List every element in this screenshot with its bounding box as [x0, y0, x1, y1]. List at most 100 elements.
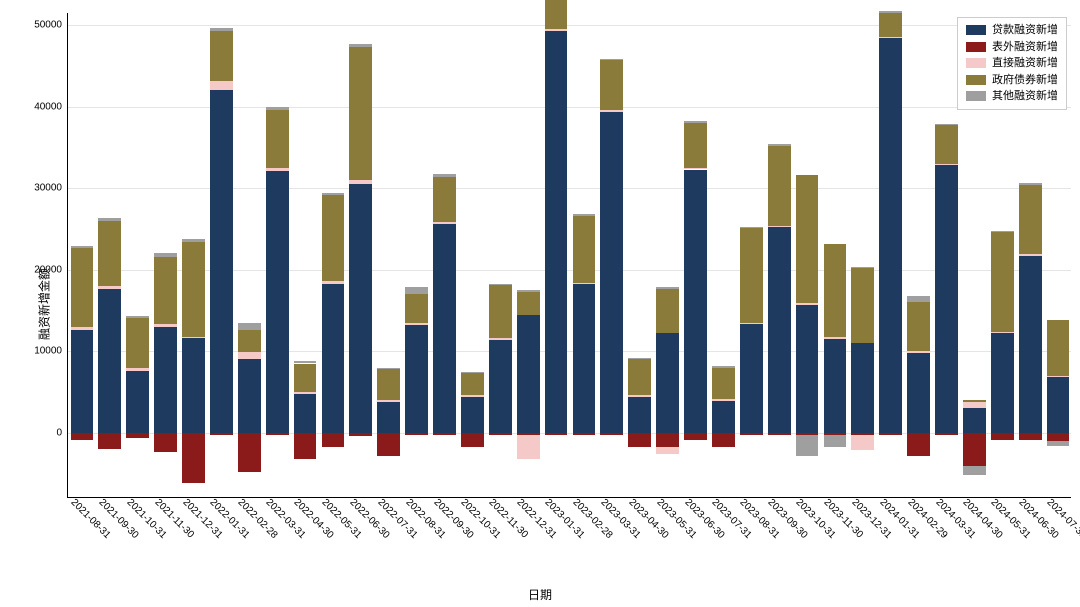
bar-segment-govbond	[851, 268, 874, 343]
bar-segment-direct	[879, 37, 902, 39]
bar-segment-govbond	[1047, 320, 1070, 375]
bar-segment-other	[851, 267, 874, 269]
bar-segment-loan	[879, 38, 902, 433]
bar-segment-offbs	[628, 433, 651, 448]
bar-segment-govbond	[489, 285, 512, 338]
bar-segment-other	[182, 239, 205, 242]
plot-area: 010000200003000040000500002021-08-312021…	[67, 13, 1071, 498]
bar-segment-offbs	[712, 433, 735, 448]
bar-segment-direct	[71, 327, 94, 330]
bar-segment-govbond	[740, 228, 763, 323]
bar-segment-govbond	[712, 368, 735, 400]
bar-segment-offbs	[963, 433, 986, 466]
bar-segment-other	[71, 246, 94, 248]
bar-segment-offbs	[600, 433, 623, 435]
bar-segment-loan	[210, 90, 233, 432]
bar-segment-direct	[851, 435, 874, 450]
bar-segment-govbond	[935, 125, 958, 163]
bar-segment-offbs	[879, 433, 902, 435]
bar-segment-other	[740, 227, 763, 229]
bar-segment-direct	[684, 168, 707, 170]
bar-segment-govbond	[210, 31, 233, 81]
bar-segment-direct	[573, 283, 596, 285]
bar-segment-offbs	[154, 433, 177, 452]
bar-segment-offbs	[266, 433, 289, 435]
bar-segment-other	[879, 11, 902, 13]
bar-segment-offbs	[1047, 433, 1070, 441]
bar-segment-direct	[182, 337, 205, 339]
bar-segment-govbond	[349, 47, 372, 180]
bar-segment-other	[935, 124, 958, 126]
bar-segment-govbond	[879, 13, 902, 37]
legend-label: 表外融资新增	[992, 39, 1058, 56]
bar-segment-loan	[628, 397, 651, 433]
bar-segment-loan	[573, 284, 596, 432]
bar-segment-other	[210, 28, 233, 31]
y-tick-label: 0	[56, 427, 68, 438]
bar-segment-direct	[377, 400, 400, 402]
bar-segment-govbond	[545, 0, 568, 29]
y-tick-label: 20000	[34, 264, 68, 275]
bar-segment-direct	[740, 323, 763, 325]
bar-segment-offbs	[740, 433, 763, 435]
bar-segment-other	[154, 253, 177, 257]
bar-segment-offbs	[1019, 433, 1042, 440]
bar-segment-direct	[991, 332, 1014, 334]
bar-segment-loan	[684, 170, 707, 433]
bar-segment-loan	[796, 305, 819, 433]
bar-segment-offbs	[210, 433, 233, 435]
chart-root: 融资新增金额 010000200003000040000500002021-08…	[0, 0, 1080, 607]
bar-segment-other	[824, 435, 847, 446]
bar-segment-direct	[433, 222, 456, 224]
bar-segment-loan	[154, 327, 177, 433]
bar-segment-offbs	[907, 433, 930, 457]
y-gridline	[68, 25, 1071, 26]
bar-segment-direct	[98, 286, 121, 288]
bar-segment-govbond	[238, 330, 261, 352]
legend-item: 直接融资新增	[966, 55, 1058, 72]
bar-segment-direct	[238, 352, 261, 359]
bar-segment-offbs	[98, 433, 121, 449]
bar-segment-govbond	[768, 146, 791, 226]
bar-segment-other	[796, 435, 819, 456]
bar-segment-loan	[600, 112, 623, 433]
bar-segment-loan	[1019, 256, 1042, 433]
bar-segment-loan	[489, 340, 512, 433]
bar-segment-direct	[824, 337, 847, 339]
bar-segment-offbs	[349, 433, 372, 436]
bar-segment-loan	[405, 325, 428, 433]
bar-segment-offbs	[405, 433, 428, 435]
bar-segment-govbond	[154, 257, 177, 324]
bar-segment-direct	[545, 29, 568, 31]
y-tick-label: 50000	[34, 20, 68, 31]
legend-label: 政府债券新增	[992, 72, 1058, 89]
bar-segment-loan	[294, 394, 317, 433]
bar-segment-direct	[712, 399, 735, 401]
bar-segment-direct	[656, 447, 679, 454]
bar-segment-govbond	[182, 242, 205, 337]
bar-segment-loan	[991, 333, 1014, 432]
legend-item: 表外融资新增	[966, 39, 1058, 56]
bar-segment-loan	[712, 401, 735, 433]
bar-segment-other	[433, 174, 456, 177]
bar-segment-direct	[963, 402, 986, 408]
bar-segment-govbond	[796, 175, 819, 303]
bar-segment-offbs	[377, 433, 400, 457]
bar-segment-other	[684, 121, 707, 123]
bar-segment-offbs	[461, 433, 484, 448]
bar-segment-direct	[628, 395, 651, 397]
bar-segment-other	[991, 231, 1014, 233]
bar-segment-govbond	[991, 232, 1014, 331]
bar-segment-offbs	[182, 433, 205, 484]
bar-segment-other	[600, 59, 623, 61]
bar-segment-govbond	[628, 359, 651, 395]
bar-segment-loan	[907, 353, 930, 433]
bar-segment-other	[656, 287, 679, 289]
bar-segment-govbond	[433, 177, 456, 222]
bar-segment-govbond	[405, 294, 428, 323]
legend-swatch	[966, 75, 986, 85]
bar-segment-direct	[154, 324, 177, 327]
bar-segment-direct	[907, 351, 930, 353]
bar-segment-loan	[461, 397, 484, 433]
bar-segment-direct	[600, 110, 623, 112]
